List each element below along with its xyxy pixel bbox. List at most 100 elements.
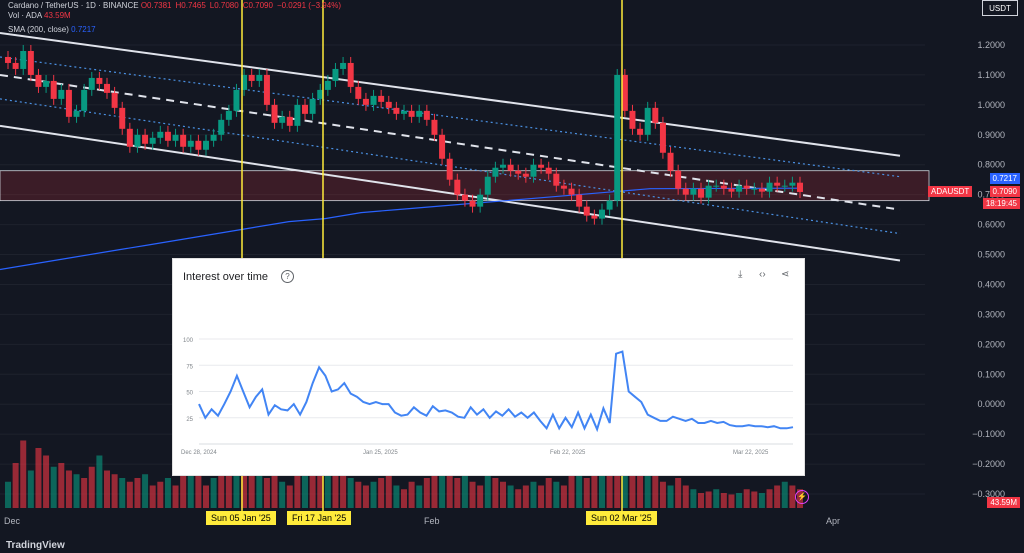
volume-bar — [96, 455, 103, 508]
volume-bar — [667, 485, 674, 508]
volume-bar — [378, 478, 385, 508]
candle-body — [340, 62, 347, 69]
candle-body — [111, 92, 118, 108]
date-marker-label: Sun 02 Mar '25 — [586, 511, 657, 525]
price-tick-label: 1.0000 — [977, 100, 1005, 110]
price-tick-label: 0.4000 — [977, 279, 1005, 289]
volume-bar — [606, 463, 613, 508]
candle-body — [256, 74, 263, 81]
embed-icon[interactable]: ‹› — [759, 269, 766, 280]
candle-body — [164, 131, 171, 141]
help-icon[interactable]: ? — [281, 270, 294, 283]
volume-bar — [271, 470, 278, 508]
volume-bar — [621, 466, 628, 508]
volume-bar — [781, 481, 788, 508]
volume-bar — [370, 481, 377, 508]
volume-bar — [104, 470, 110, 508]
candle-body — [58, 89, 65, 99]
volume-legend: Vol · ADA 43.59M — [8, 11, 71, 20]
volume-bar — [35, 448, 42, 508]
volume-bar — [111, 474, 118, 508]
candle-body — [758, 188, 765, 192]
candle-body — [65, 89, 72, 117]
download-icon[interactable]: ⤓ — [738, 269, 743, 280]
candle-body — [659, 122, 666, 153]
candle-body — [347, 62, 354, 87]
volume-bar — [50, 466, 57, 508]
volume-bar — [758, 493, 765, 508]
candle-body — [73, 110, 80, 117]
volume-bar — [766, 489, 773, 508]
volume-bar — [515, 489, 522, 508]
volume-bar — [126, 481, 133, 508]
candle-body — [416, 110, 423, 117]
candle-body — [119, 107, 126, 129]
time-tick-label: Feb — [424, 516, 440, 526]
candle-body — [393, 107, 400, 114]
volume-bar — [203, 485, 209, 508]
price-tick-label: 0.6000 — [977, 220, 1005, 230]
volume-bar — [393, 485, 400, 508]
candle-body — [43, 80, 50, 87]
volume-bar — [774, 485, 781, 508]
interest-line — [198, 350, 794, 433]
candle-body — [50, 80, 57, 99]
candle-body — [461, 194, 468, 201]
price-tick-label: 1.2000 — [977, 40, 1005, 50]
candle-body — [751, 188, 758, 190]
candle-body — [263, 74, 270, 105]
candle-body — [515, 170, 522, 174]
volume-bar — [568, 474, 575, 508]
volume-bar — [58, 463, 65, 508]
sma-legend-value: 0.7217 — [71, 25, 96, 34]
candle-body — [469, 200, 476, 207]
candle-body — [560, 185, 567, 189]
interest-x-label: Dec 28, 2024 — [181, 450, 217, 456]
candle-body — [302, 104, 308, 114]
volume-bar — [248, 474, 255, 508]
volume-bar — [218, 466, 225, 508]
candle-body — [568, 188, 575, 195]
lightning-icon[interactable]: ⚡ — [795, 490, 809, 504]
candle-body — [203, 140, 209, 150]
candle-body — [576, 194, 583, 207]
volume-bar — [149, 485, 156, 508]
volume-bar — [789, 485, 796, 508]
interest-tick-label: 100 — [183, 338, 194, 344]
candle-body — [332, 68, 339, 81]
candle-body — [522, 173, 529, 177]
candle-body — [698, 188, 704, 198]
candle-body — [241, 74, 248, 90]
candle-body — [142, 134, 149, 144]
candle-body — [743, 185, 750, 189]
volume-bar — [682, 485, 689, 508]
volume-bar — [713, 489, 720, 508]
currency-unit[interactable]: USDT — [982, 0, 1018, 16]
candle-body — [553, 173, 560, 186]
candle-body — [599, 209, 605, 219]
share-icon[interactable]: ⋖ — [781, 269, 790, 280]
candle-body — [172, 134, 179, 141]
sma-legend: SMA (200, close) 0.7217 — [8, 25, 96, 34]
candle-body — [180, 134, 187, 147]
volume-bar — [362, 485, 369, 508]
volume-bar — [728, 494, 735, 508]
interest-tick-label: 25 — [186, 417, 193, 423]
candle-body — [690, 188, 697, 195]
volume-bar — [652, 474, 659, 508]
candle-body — [477, 194, 484, 207]
candle-body — [766, 182, 773, 192]
volume-bar — [180, 466, 187, 508]
candle-body — [286, 116, 293, 126]
channel-upper-dotted — [0, 56, 901, 178]
candle-body — [12, 62, 19, 69]
volume-bar — [736, 493, 743, 508]
volume-bar — [256, 463, 263, 508]
candle-body — [104, 83, 110, 93]
sma-legend-label: SMA (200, close) — [8, 25, 69, 34]
volume-bar — [423, 478, 430, 508]
volume-bar — [187, 463, 194, 508]
volume-bar — [12, 463, 19, 508]
volume-bar — [591, 466, 598, 508]
candle-body — [408, 110, 415, 117]
